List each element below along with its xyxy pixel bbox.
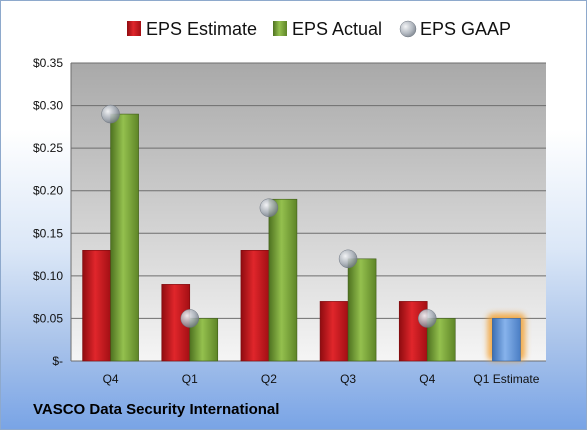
- bar-eps-estimate: [240, 250, 270, 362]
- bar-eps-estimate: [319, 301, 349, 362]
- x-tick-label: Q3: [340, 372, 356, 386]
- plot-background: [71, 63, 546, 361]
- x-tick-label: Q1 Estimate: [473, 372, 539, 386]
- legend-label: EPS GAAP: [420, 19, 511, 39]
- legend: EPS Estimate EPS Actual EPS GAAP: [127, 19, 511, 39]
- marker-eps-gaap: [418, 309, 437, 328]
- marker-eps-gaap: [180, 309, 199, 328]
- y-tick-label: $0.25: [33, 141, 63, 155]
- bar-eps-estimate-future: [492, 318, 521, 362]
- x-tick-label: Q4: [419, 372, 435, 386]
- bar-eps-actual: [268, 198, 298, 362]
- x-tick-label: Q1: [182, 372, 198, 386]
- y-tick-label: $0.10: [33, 269, 63, 283]
- x-tick-label: Q4: [103, 372, 119, 386]
- y-tick-label: $0.20: [33, 184, 63, 198]
- legend-swatch: [399, 20, 417, 38]
- marker-eps-gaap: [338, 249, 358, 269]
- legend-label: EPS Actual: [292, 19, 382, 39]
- legend-swatch: [127, 21, 141, 36]
- plot-area: $- $0.05 $0.10 $0.15 $0.20 $0.25 $0.30 $0.35 Q4 Q…: [33, 56, 546, 386]
- marker-eps-gaap: [259, 198, 279, 217]
- y-tick-label: $0.35: [33, 56, 63, 70]
- bar-eps-actual: [110, 113, 139, 362]
- marker-eps-gaap: [101, 104, 120, 124]
- company-name: VASCO Data Security International: [33, 401, 280, 418]
- x-tick-label: Q2: [261, 372, 277, 386]
- legend-swatch: [273, 21, 287, 36]
- y-tick-label: $-: [52, 354, 63, 368]
- y-tick-label: $0.30: [33, 99, 63, 113]
- legend-label: EPS Estimate: [146, 19, 257, 39]
- bar-eps-estimate: [82, 250, 111, 362]
- y-tick-label: $0.05: [33, 311, 63, 325]
- y-tick-label: $0.15: [33, 226, 63, 240]
- bar-eps-actual: [426, 318, 456, 362]
- bar-eps-actual: [347, 258, 377, 362]
